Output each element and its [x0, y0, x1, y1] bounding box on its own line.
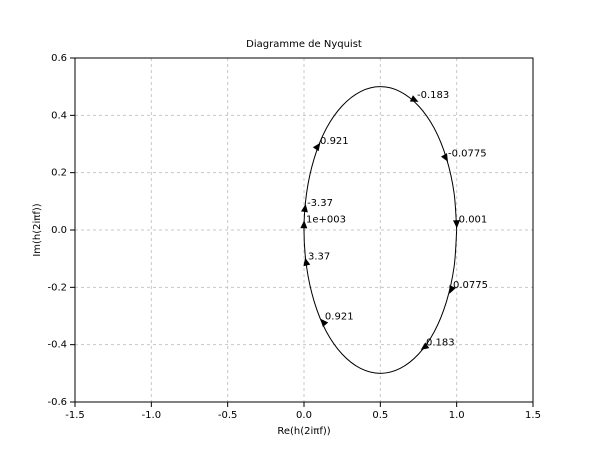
chart-title: Diagramme de Nyquist — [246, 39, 362, 50]
plot-frame — [74, 57, 534, 403]
frequency-label: 0.001 — [459, 214, 488, 225]
direction-arrow — [320, 318, 329, 328]
x-tick-label: -1.5 — [65, 410, 85, 421]
x-tick-label: -1.0 — [142, 410, 162, 421]
x-axis-label: Re(h(2iπf)) — [277, 426, 330, 437]
y-axis-label: Im(h(2iπf)) — [32, 203, 43, 256]
y-tick-label: -0.2 — [47, 282, 67, 293]
y-tick-label: 0.4 — [51, 110, 67, 121]
frequency-label: 0.921 — [320, 136, 349, 147]
frequency-label: -0.0775 — [448, 148, 487, 159]
direction-arrow — [440, 153, 448, 162]
x-tick-label: 1.0 — [449, 410, 465, 421]
frequency-label: -3.37 — [307, 198, 333, 209]
direction-arrow — [300, 203, 308, 213]
frequency-label: 0.921 — [325, 312, 354, 323]
direction-arrow — [303, 257, 311, 267]
y-tick-label: 0.2 — [51, 168, 67, 179]
x-tick-label: 0.5 — [372, 410, 388, 421]
direction-arrow — [409, 95, 419, 102]
direction-arrow — [300, 220, 308, 229]
frequency-label: -0.183 — [417, 90, 449, 101]
nyquist-curve — [303, 86, 458, 374]
direction-arrow — [312, 142, 321, 152]
frequency-label: 1e+003 — [306, 214, 346, 225]
direction-arrow — [453, 220, 461, 229]
y-tick-label: -0.6 — [47, 397, 67, 408]
frequency-label: 3.37 — [308, 252, 330, 263]
y-tick-label: 0.0 — [51, 225, 67, 236]
x-tick-label: -0.5 — [218, 410, 238, 421]
x-tick-label: 0.0 — [296, 410, 312, 421]
frequency-label: 0.0775 — [453, 280, 488, 291]
y-tick-label: 0.6 — [51, 53, 67, 64]
x-tick-label: 1.5 — [525, 410, 541, 421]
direction-arrow — [420, 342, 430, 350]
frequency-label: 0.183 — [426, 338, 455, 349]
direction-arrow — [449, 285, 456, 294]
y-tick-label: -0.4 — [47, 340, 67, 351]
